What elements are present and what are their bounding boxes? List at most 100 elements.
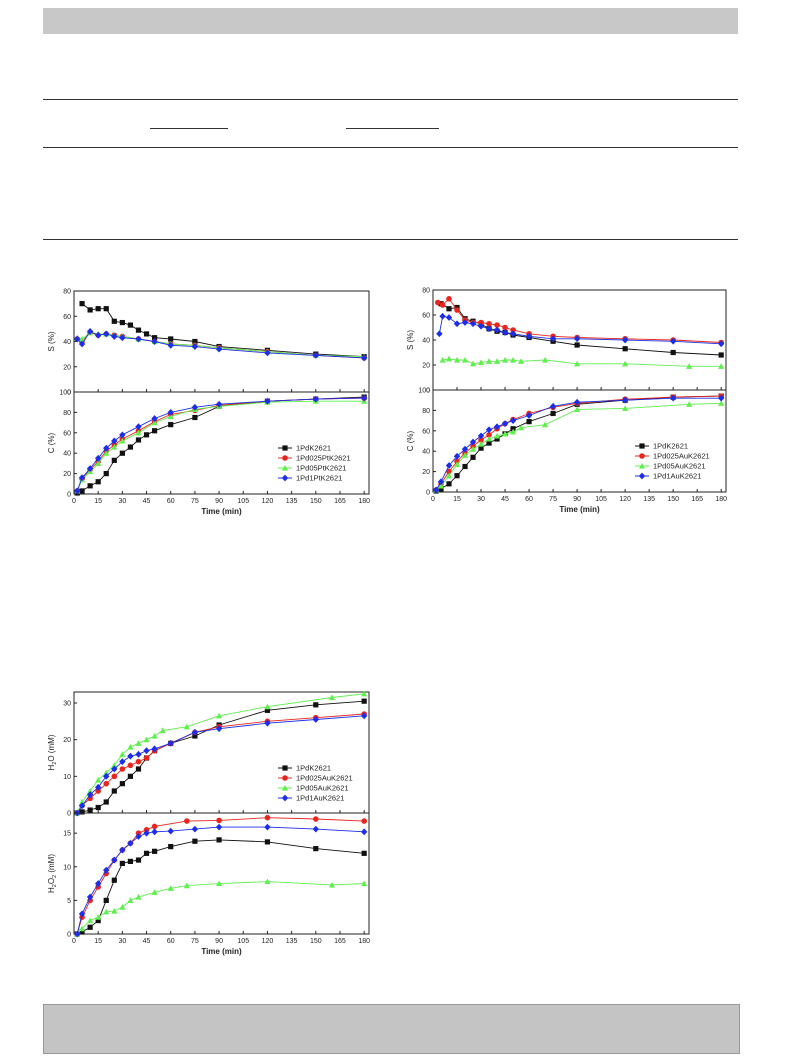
h2o-point: [95, 788, 101, 794]
au-selectivity-point: [435, 299, 441, 306]
au-selectivity-point: [494, 322, 500, 328]
pt-conversion-ytick-label: 80: [63, 410, 71, 417]
h2o2-xtick-label: 45: [143, 938, 151, 945]
au-selectivity-point: [438, 301, 444, 307]
h2o2-point: [74, 931, 81, 937]
au-conversion-point: [446, 481, 452, 487]
au-selectivity-point: [436, 330, 443, 338]
au-selectivity-point: [718, 352, 724, 358]
pt-conversion-point: [135, 429, 142, 436]
au-conversion-frame: [432, 389, 727, 493]
pt-conversion-point: [192, 414, 198, 421]
h2o-point: [264, 703, 271, 710]
pt-selectivity-ytick-label: 20: [63, 364, 71, 371]
pt-conversion-point: [168, 422, 174, 428]
table-bottom-rule: [43, 239, 738, 240]
h2o-point: [111, 765, 118, 773]
pt-conversion-point: [74, 488, 81, 494]
pt-conversion-legend-marker: [282, 464, 288, 471]
pt-selectivity-point: [111, 318, 117, 324]
au-selectivity-ytick-label: 40: [422, 338, 430, 345]
pt-conversion-point: [87, 483, 93, 489]
au-conversion-xtick-label: 105: [595, 496, 607, 503]
pt-conversion-point: [78, 474, 86, 482]
pt-selectivity-point: [313, 351, 319, 357]
pt-selectivity-point: [191, 343, 199, 350]
au-conversion-point: [718, 393, 724, 399]
h2o-point: [74, 809, 81, 816]
pt-selectivity-point: [361, 355, 367, 361]
h2o-point: [135, 758, 142, 765]
pt-conversion-point: [191, 406, 198, 412]
h2o-point: [87, 807, 93, 813]
h2o-point: [111, 788, 117, 794]
au-selectivity-point: [494, 328, 500, 334]
h2o-point: [313, 702, 319, 708]
pt-conversion-series-line-1: [76, 397, 365, 492]
pt-conversion-point: [74, 487, 81, 494]
h2o-ytick-label: 30: [63, 701, 71, 708]
au-conversion-point: [438, 481, 444, 487]
au-conversion-xtick-label: 75: [549, 496, 557, 503]
h2o-point: [168, 740, 174, 746]
au-selectivity-point: [509, 330, 517, 338]
pt-conversion-point: [79, 476, 86, 483]
au-conversion-point: [437, 478, 445, 486]
pt-selectivity-point: [103, 330, 110, 338]
au-conversion-ylabel: C (%): [406, 430, 415, 451]
h2o-point: [103, 769, 110, 776]
h2o2-xtick-label: 105: [237, 938, 249, 945]
h2o2-point: [135, 857, 142, 863]
au-conversion-point: [550, 410, 556, 417]
pt-conversion-point: [111, 443, 118, 450]
pt-selectivity-point: [361, 354, 367, 360]
h2o-point: [119, 766, 126, 772]
au-selectivity-point: [574, 360, 581, 367]
h2o-point: [361, 698, 367, 704]
pt-selectivity-point: [264, 347, 271, 353]
au-selectivity-frame: [432, 289, 727, 391]
pt-selectivity-ytick-label: 40: [63, 339, 71, 346]
pt-conversion-xtick-label: 60: [167, 498, 175, 505]
au-selectivity-point: [717, 340, 725, 348]
h2o-legend-label: 1Pd05AuK2621: [296, 784, 349, 793]
pt-conversion-point: [216, 402, 222, 409]
au-conversion-point: [510, 416, 516, 423]
h2o-series-line-2: [76, 693, 365, 814]
pt-selectivity-point: [111, 332, 118, 338]
h2o2-xtick-label: 75: [191, 938, 199, 945]
au-selectivity-series-line-2: [442, 358, 722, 367]
pt-conversion-point: [264, 399, 271, 405]
pt-selectivity-point: [87, 329, 93, 336]
pt-conversion-point: [95, 460, 102, 466]
pt-conversion-point: [119, 437, 126, 444]
au-selectivity-point: [574, 334, 580, 341]
au-conversion-point: [510, 428, 517, 435]
au-selectivity-point: [622, 360, 629, 367]
pt-conversion-point: [79, 475, 85, 482]
h2o2-xtick-label: 0: [72, 938, 76, 945]
h2o-point: [143, 736, 150, 743]
au-conversion-legend-label: 1Pd025AuK2621: [653, 452, 710, 461]
pt-conversion-point: [167, 413, 174, 420]
au-conversion-point: [433, 488, 439, 494]
au-selectivity-point: [462, 316, 468, 322]
h2o2-xtick-label: 15: [94, 938, 102, 945]
pt-conversion-point: [74, 487, 81, 495]
au-conversion-point: [502, 420, 508, 427]
au-conversion-point: [469, 438, 477, 446]
h2o2-point: [127, 840, 134, 847]
au-selectivity-point: [454, 307, 460, 313]
pt-selectivity-point: [95, 306, 101, 312]
h2o2-series-line-3: [76, 826, 365, 935]
h2o-point: [192, 733, 198, 739]
au-selectivity-point: [485, 325, 493, 333]
au-conversion-point: [486, 440, 492, 446]
h2o-point: [361, 711, 367, 717]
au-selectivity-point: [470, 360, 477, 367]
au-conversion-series-line-2: [435, 402, 722, 491]
h2o-legend-label: 1Pd1AuK2621: [296, 794, 344, 803]
h2o2-point: [143, 827, 150, 833]
h2o2-xtick-label: 165: [334, 938, 346, 945]
h2o-point: [111, 773, 118, 780]
